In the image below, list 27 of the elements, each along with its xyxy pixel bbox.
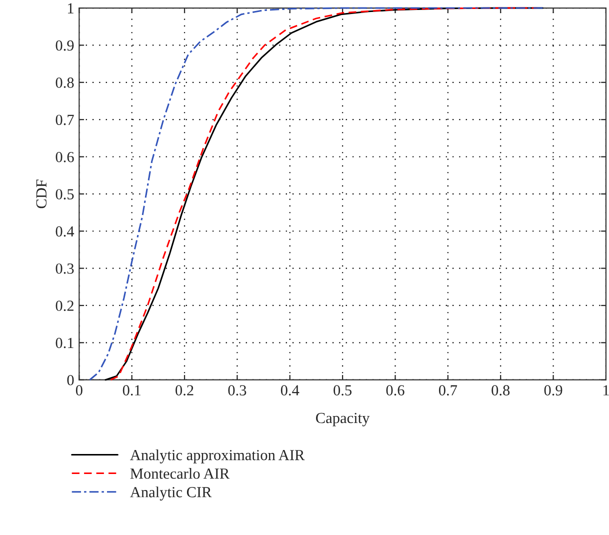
- y-axis-title: CDF: [36, 180, 47, 208]
- y-tick-label: 0.6: [56, 152, 74, 162]
- y-tick-label: 0.2: [56, 300, 74, 312]
- x-tick-label: 0.4: [280, 385, 300, 396]
- y-tick-label: 0.3: [56, 263, 74, 274]
- x-tick-label: 0.8: [492, 385, 510, 396]
- x-tick-label: 0.3: [228, 385, 246, 396]
- x-tick-label: 0.7: [438, 385, 458, 396]
- x-tick-label: 0.6: [386, 385, 404, 396]
- y-tick-label: 0.7: [56, 114, 74, 126]
- y-tick-label: 0.1: [56, 338, 74, 348]
- x-tick-label: 0.9: [544, 385, 562, 396]
- legend-label: Analytic approximation AIR: [130, 449, 305, 464]
- y-tick-label: 0.8: [56, 78, 74, 88]
- x-tick-label: 0.5: [334, 385, 352, 396]
- legend-label: Montecarlo AIR: [130, 468, 230, 479]
- x-tick-label: 1: [603, 385, 609, 396]
- x-tick-label: 0: [76, 385, 82, 396]
- y-tick-label: 0.4: [56, 226, 74, 237]
- y-tick-label: 0.9: [56, 40, 74, 51]
- y-tick-label: 0.5: [56, 189, 74, 200]
- x-tick-label: 0.2: [176, 385, 194, 396]
- legend-label: Analytic CIR: [130, 486, 212, 500]
- y-tick-label: 0: [67, 374, 74, 386]
- y-tick-label: 1: [68, 3, 74, 14]
- x-axis-title: Capacity: [316, 412, 370, 426]
- x-tick-label: 0.1: [122, 385, 140, 396]
